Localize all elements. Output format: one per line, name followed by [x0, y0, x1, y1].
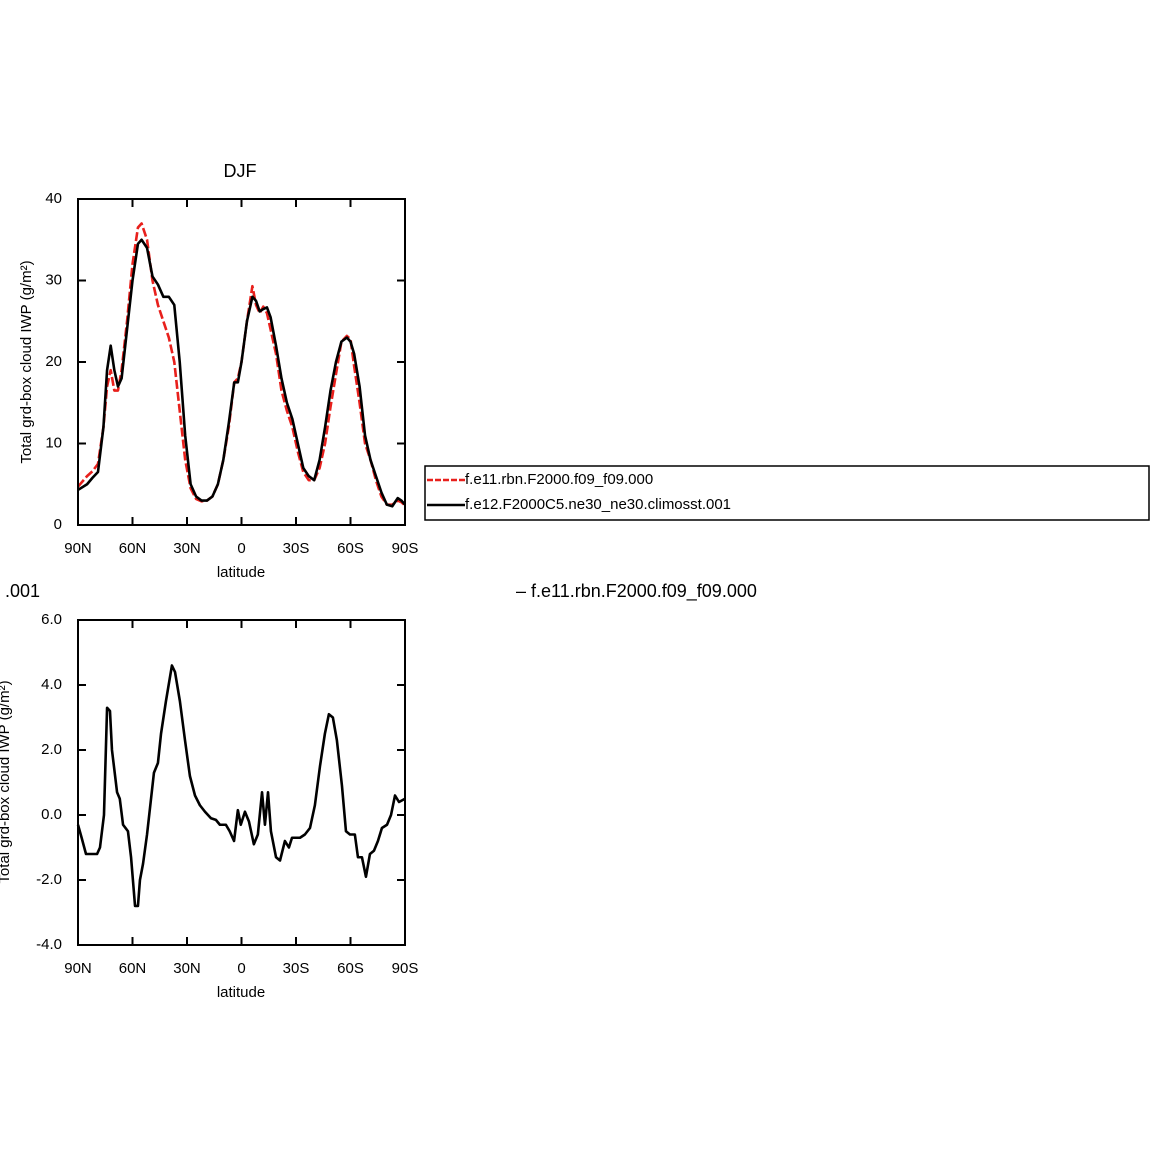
x-tick-label: 30N	[173, 540, 201, 557]
y-tick-label: 20	[45, 353, 62, 370]
y-tick-label: 10	[45, 434, 62, 451]
plot-frame	[77, 198, 406, 526]
x-tick-label: 60S	[337, 960, 364, 977]
panel-title-left: .001	[5, 581, 40, 601]
y-axis-label: Total grd-box cloud IWP (g/m²)	[18, 260, 35, 463]
y-tick-label: -2.0	[36, 871, 62, 888]
y-tick-label: 0.0	[41, 806, 62, 823]
x-axis-label: latitude	[217, 984, 265, 1001]
y-tick-label: 2.0	[41, 741, 62, 758]
y-tick-label: 0	[54, 516, 62, 533]
y-tick-label: 4.0	[41, 676, 62, 693]
y-tick-label: 40	[45, 190, 62, 207]
x-tick-label: 90N	[64, 540, 92, 557]
x-tick-label: 30S	[283, 540, 310, 557]
data-line	[77, 238, 406, 508]
x-tick-label: 90S	[392, 960, 419, 977]
legend-label: f.e11.rbn.F2000.f09_f09.000	[465, 471, 653, 488]
x-axis-label: latitude	[217, 564, 265, 581]
plot-frame	[77, 619, 406, 946]
x-tick-label: 0	[237, 960, 245, 977]
y-axis-label: Total grd-box cloud IWP (g/m²)	[0, 680, 13, 883]
y-tick-label: -4.0	[36, 936, 62, 953]
legend-box	[424, 465, 1150, 521]
y-tick-label: 30	[45, 271, 62, 288]
x-tick-label: 60N	[119, 960, 147, 977]
x-tick-label: 90N	[64, 960, 92, 977]
data-line	[76, 664, 406, 908]
x-tick-label: 30N	[173, 960, 201, 977]
x-tick-label: 60N	[119, 540, 147, 557]
chart-title: DJF	[224, 161, 257, 181]
y-tick-label: 6.0	[41, 611, 62, 628]
panel-title-right: – f.e11.rbn.F2000.f09_f09.000	[516, 581, 757, 602]
x-tick-label: 60S	[337, 540, 364, 557]
x-tick-label: 90S	[392, 540, 419, 557]
legend-label: f.e12.F2000C5.ne30_ne30.climosst.001	[465, 496, 731, 513]
x-tick-label: 30S	[283, 960, 310, 977]
x-tick-label: 0	[237, 540, 245, 557]
